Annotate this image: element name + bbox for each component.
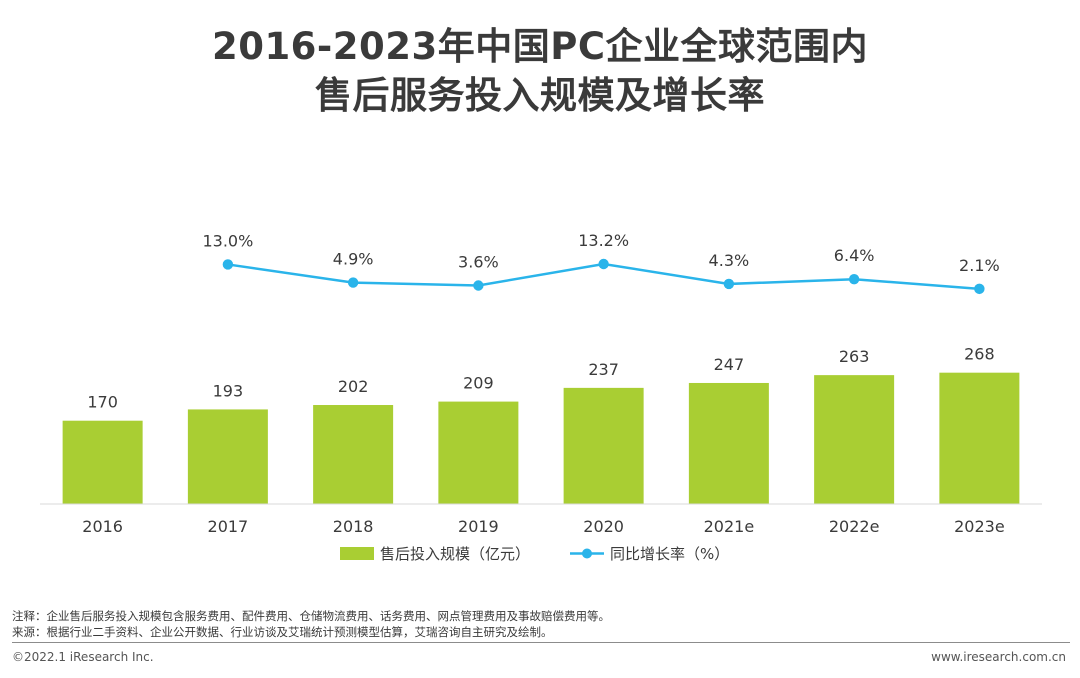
bar-value-label: 247 xyxy=(714,355,745,374)
growth-point xyxy=(598,258,609,270)
growth-value-label: 13.0% xyxy=(202,231,253,250)
footer-divider xyxy=(12,642,1070,643)
legend: 售后投入规模（亿元） 同比增长率（%） xyxy=(340,545,729,563)
x-tick-label: 2018 xyxy=(333,517,374,536)
chart-title: 2016-2023年中国PC企业全球范围内 售后服务投入规模及增长率 xyxy=(0,22,1080,120)
growth-value-label: 4.3% xyxy=(709,251,750,270)
x-tick-label: 2019 xyxy=(458,517,499,536)
copyright-text: ©2022.1 iResearch Inc. xyxy=(12,650,154,664)
combo-chart: 170 2016 193 2017 202 2018 209 2019 237 2020 247 20… xyxy=(40,231,1042,563)
note-text: 注释：企业售后服务投入规模包含服务费用、配件费用、仓储物流费用、话务费用、网点管… xyxy=(12,609,610,623)
x-tick-label: 2017 xyxy=(208,517,249,536)
bar-value-label: 209 xyxy=(463,374,494,393)
growth-point xyxy=(222,259,234,270)
bar xyxy=(563,387,644,504)
bar xyxy=(438,401,519,504)
bar xyxy=(62,420,143,504)
growth-value-label: 3.6% xyxy=(458,253,499,272)
bar xyxy=(814,375,895,504)
bar-value-label: 263 xyxy=(839,347,870,366)
growth-value-label: 13.2% xyxy=(578,231,629,250)
bar-value-label: 237 xyxy=(588,360,619,379)
website-link[interactable]: www.iresearch.com.cn xyxy=(931,650,1066,664)
growth-point xyxy=(347,277,359,288)
notes-block: 注释：企业售后服务投入规模包含服务费用、配件费用、仓储物流费用、话务费用、网点管… xyxy=(12,608,610,640)
bar-value-label: 170 xyxy=(87,393,118,412)
bar xyxy=(688,382,769,504)
x-tick-label: 2021e xyxy=(704,517,755,536)
bar-value-label: 193 xyxy=(213,381,244,400)
legend-bar-label: 售后投入规模（亿元） xyxy=(380,545,530,563)
bar xyxy=(313,405,394,504)
x-tick-label: 2016 xyxy=(82,517,123,536)
bars-layer xyxy=(62,372,1020,504)
legend-line-marker xyxy=(582,548,592,559)
bar xyxy=(939,372,1020,504)
bar xyxy=(187,409,268,504)
source-text: 来源：根据行业二手资料、企业公开数据、行业访谈及艾瑞统计预测模型估算，艾瑞咨询自… xyxy=(12,625,553,639)
x-tick-label: 2022e xyxy=(829,517,880,536)
growth-point xyxy=(974,283,985,295)
chart-title-line-1: 2016-2023年中国PC企业全球范围内 xyxy=(211,25,869,68)
growth-value-label: 2.1% xyxy=(959,256,1000,275)
x-tick-label: 2020 xyxy=(583,517,624,536)
bar-value-label: 268 xyxy=(964,345,995,364)
labels-layer: 170 2016 193 2017 202 2018 209 2019 237 2020 247 20… xyxy=(82,231,1004,536)
growth-point xyxy=(473,280,484,291)
growth-value-label: 4.9% xyxy=(333,250,374,269)
growth-line-layer xyxy=(222,258,985,295)
bar-value-label: 202 xyxy=(338,377,369,396)
growth-point xyxy=(848,274,860,285)
chart-title-line-2: 售后服务投入规模及增长率 xyxy=(315,74,765,117)
growth-value-label: 6.4% xyxy=(834,246,875,265)
growth-point xyxy=(723,278,735,290)
legend-bar-swatch xyxy=(340,547,374,560)
legend-line-label: 同比增长率（%） xyxy=(610,545,729,563)
x-tick-label: 2023e xyxy=(954,517,1005,536)
